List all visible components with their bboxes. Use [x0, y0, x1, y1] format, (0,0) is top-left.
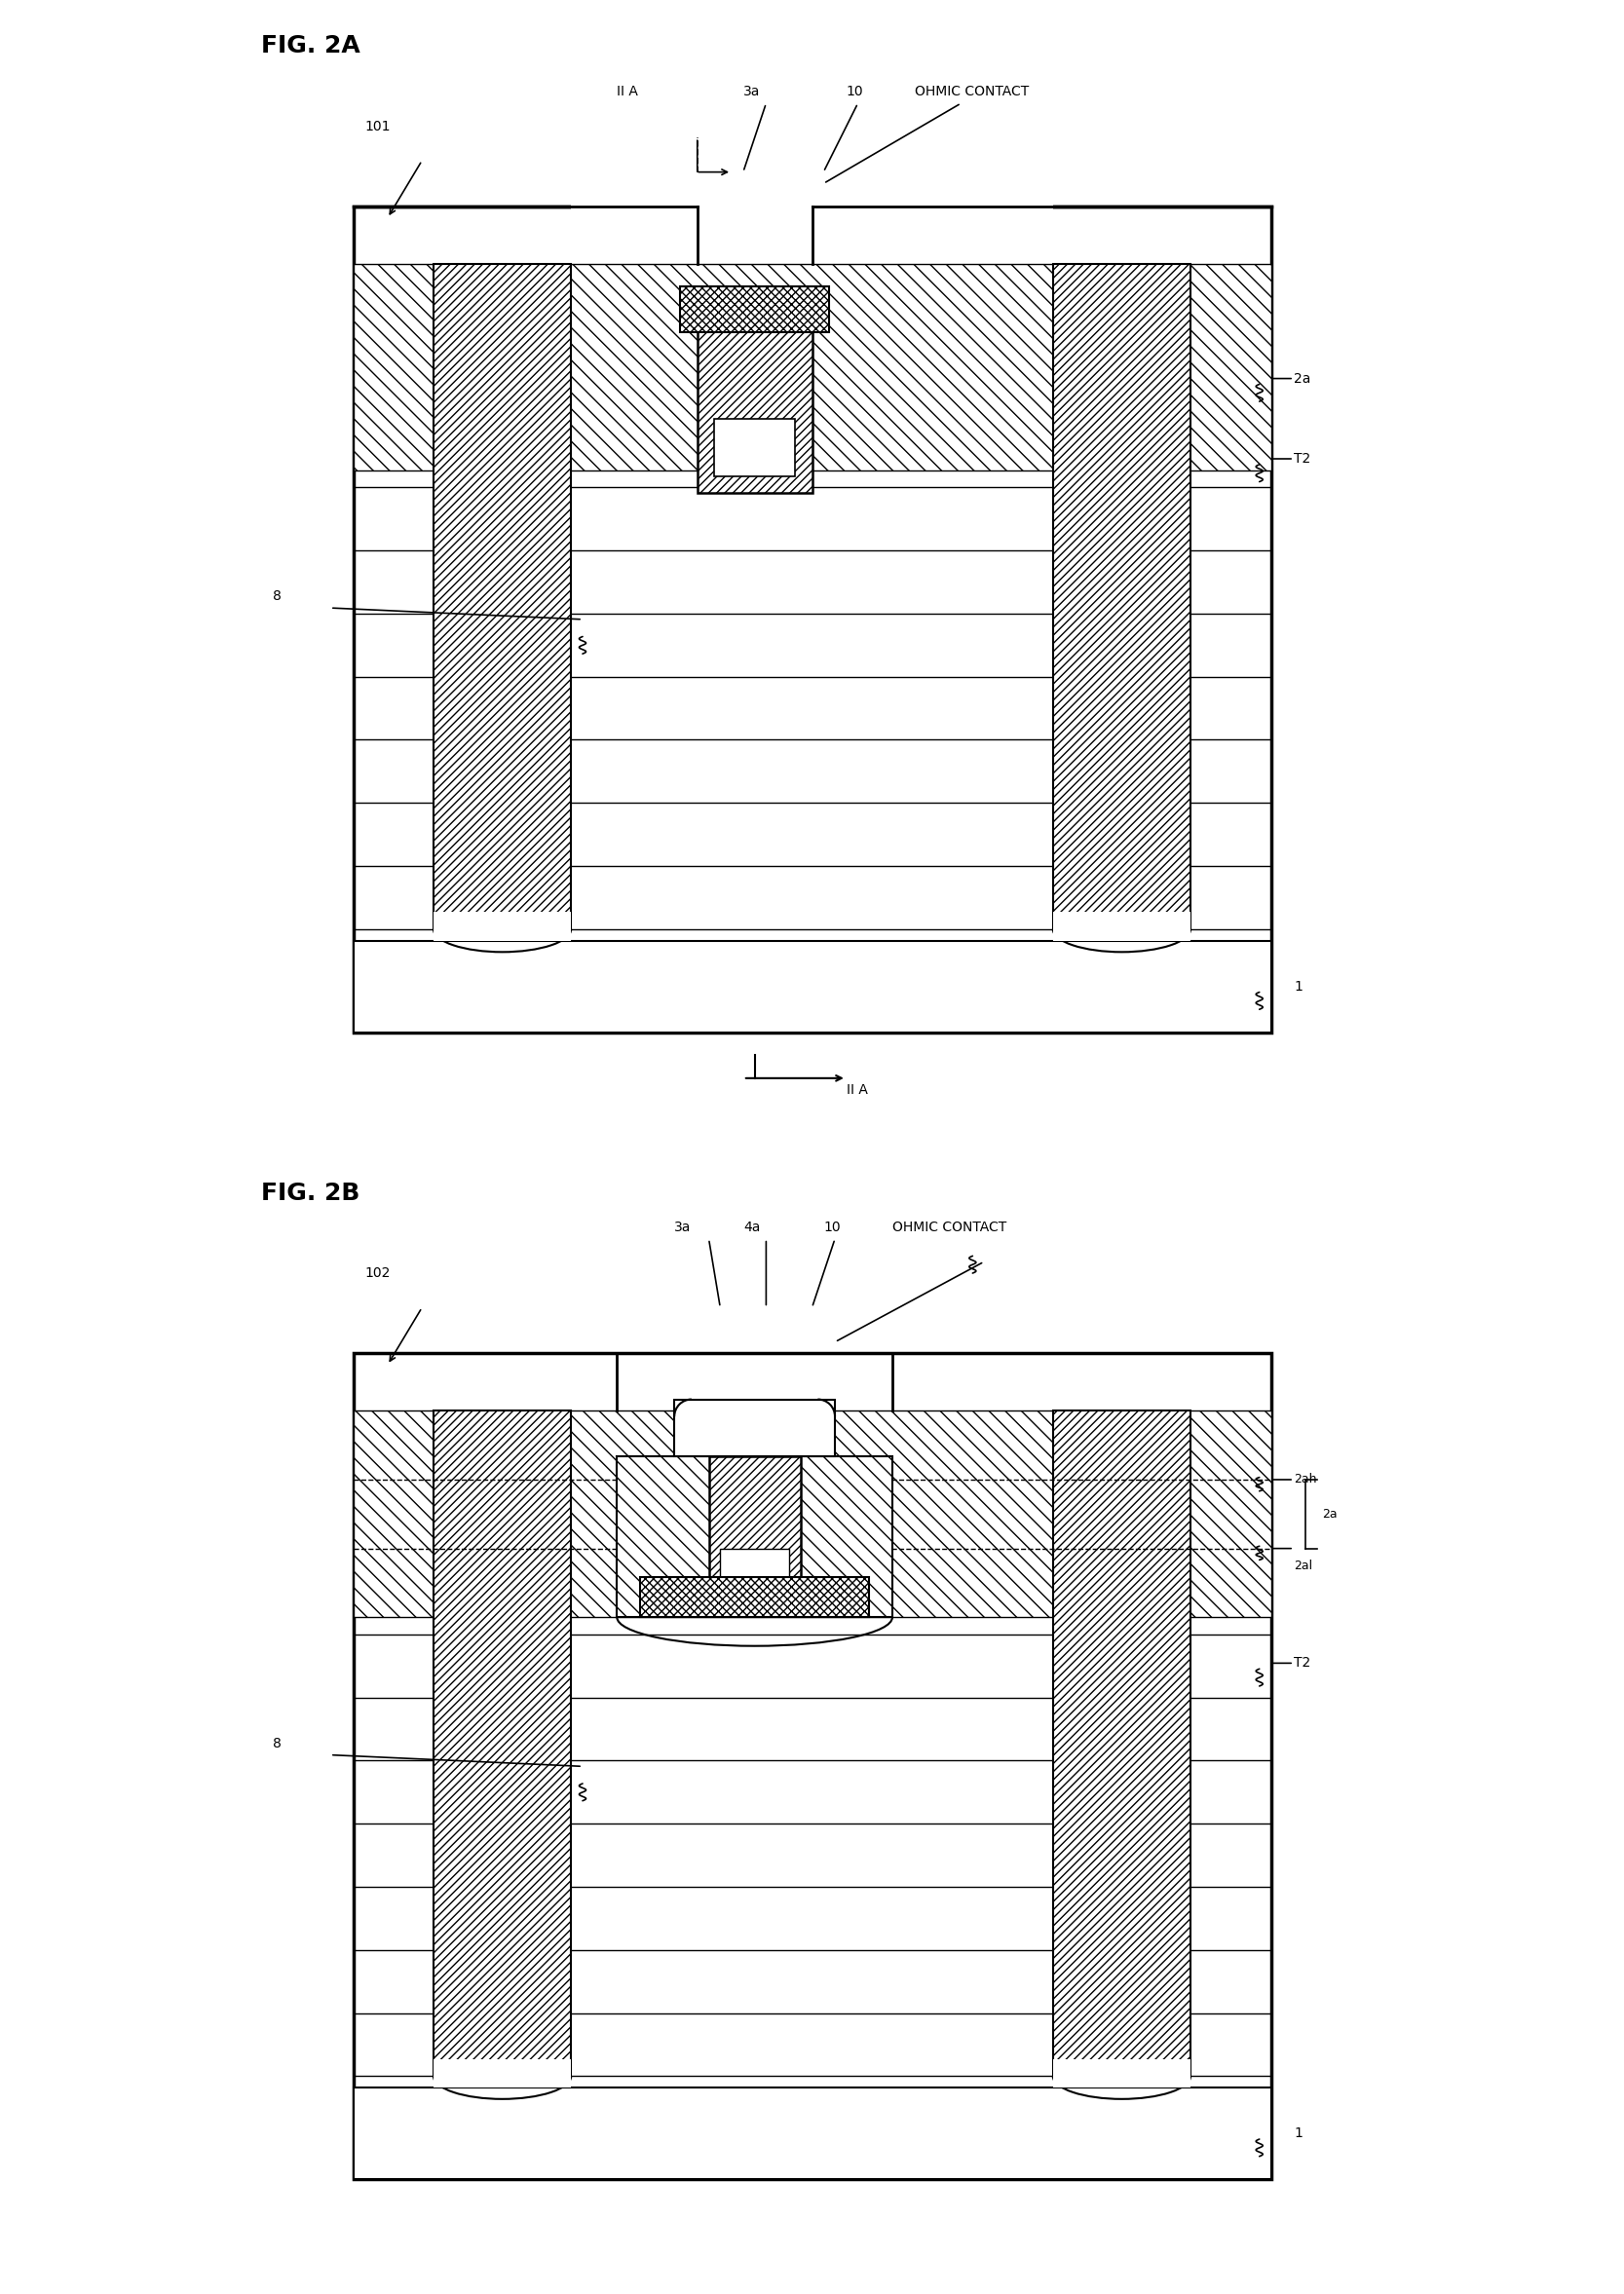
Text: 4a: 4a: [744, 1220, 760, 1234]
Text: II A: II A: [617, 85, 638, 99]
Text: 2ah: 2ah: [1294, 1473, 1317, 1487]
Bar: [352, 206, 1272, 1032]
Text: 10: 10: [846, 85, 864, 99]
Text: 10: 10: [823, 1220, 841, 1234]
Bar: [434, 2060, 572, 2088]
Text: T2: T2: [1294, 1656, 1311, 1670]
Bar: [352, 1411, 1272, 1617]
Bar: [708, 1457, 801, 1594]
Bar: [352, 941, 1272, 1032]
Text: 2al: 2al: [1294, 1560, 1312, 1571]
Bar: [434, 1411, 572, 2076]
Text: FIG. 2B: FIG. 2B: [261, 1181, 361, 1204]
Bar: [1052, 911, 1190, 941]
Text: OHMIC CONTACT: OHMIC CONTACT: [892, 1220, 1007, 1234]
Text: 3a: 3a: [674, 1220, 692, 1234]
Bar: [715, 418, 794, 475]
Bar: [674, 1399, 835, 1457]
Text: 101: 101: [365, 119, 390, 133]
Bar: [434, 911, 572, 941]
Text: 2a: 2a: [1322, 1507, 1338, 1521]
Text: 3a: 3a: [744, 85, 760, 99]
Text: FIG. 2A: FIG. 2A: [261, 34, 361, 57]
Bar: [572, 184, 1052, 229]
Bar: [352, 1353, 1272, 2179]
Text: 8: 8: [273, 590, 281, 603]
Bar: [434, 264, 572, 929]
Bar: [1052, 264, 1190, 929]
Bar: [1052, 2060, 1190, 2088]
Text: T2: T2: [1294, 452, 1311, 466]
Bar: [640, 1578, 869, 1617]
Text: 102: 102: [365, 1266, 390, 1280]
Bar: [352, 2088, 1272, 2179]
Text: 8: 8: [273, 1737, 281, 1750]
Text: 2a: 2a: [1294, 372, 1311, 385]
Bar: [1052, 1411, 1190, 2076]
Bar: [352, 264, 1272, 470]
Bar: [680, 287, 830, 333]
Bar: [697, 310, 812, 493]
Text: 1: 1: [1294, 2127, 1302, 2140]
Text: OHMIC CONTACT: OHMIC CONTACT: [916, 85, 1030, 99]
Bar: [617, 1457, 892, 1617]
Bar: [719, 1548, 789, 1594]
Text: II A: II A: [846, 1083, 867, 1097]
Text: 1: 1: [1294, 980, 1302, 993]
